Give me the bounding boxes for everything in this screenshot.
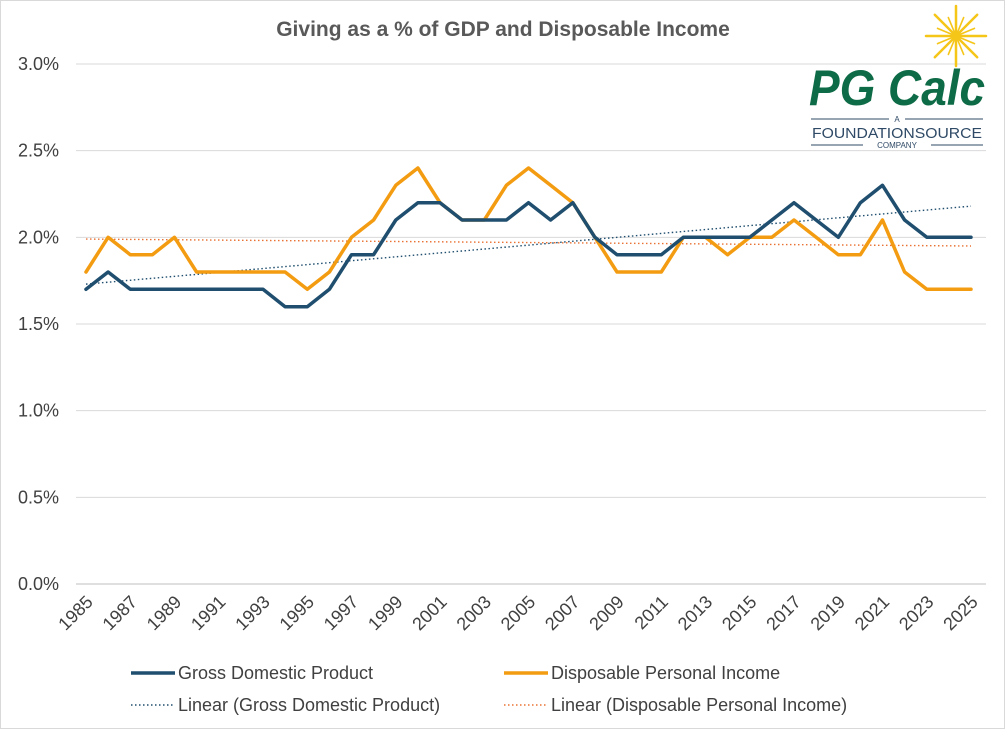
legend-label: Gross Domestic Product — [178, 663, 373, 683]
sun-ray — [957, 37, 979, 59]
series-line — [84, 183, 973, 309]
y-tick-label: 2.5% — [18, 141, 59, 161]
sun-ray — [958, 27, 976, 36]
x-tick-label: 2011 — [631, 592, 673, 634]
sun-ray — [936, 36, 954, 45]
y-tick-label: 1.0% — [18, 401, 59, 421]
x-tick-label: 2013 — [674, 592, 716, 634]
x-tick-label: 1997 — [320, 592, 362, 634]
legend-label: Linear (Disposable Personal Income) — [551, 695, 847, 715]
y-axis-ticks: 0.0% 0.5% 1.0% 1.5% 2.0% 2.5% 3.0% — [18, 54, 59, 594]
x-tick-label: 2017 — [762, 592, 804, 634]
y-tick-label: 0.0% — [18, 574, 59, 594]
y-tick-label: 3.0% — [18, 54, 59, 74]
x-tick-label: 2015 — [718, 592, 760, 634]
x-tick-label: 1993 — [231, 592, 273, 634]
legend: Gross Domestic Product Disposable Persona… — [131, 663, 847, 715]
x-tick-label: 2007 — [541, 592, 583, 634]
sun-core — [951, 31, 961, 41]
sun-icon — [924, 4, 988, 68]
x-tick-label: 1989 — [143, 592, 185, 634]
logo-wordmark: PG Calc — [809, 60, 985, 116]
sun-ray — [956, 38, 965, 56]
x-tick-label: 2001 — [408, 592, 450, 634]
sun-ray — [936, 27, 954, 36]
x-tick-label: 1987 — [99, 592, 141, 634]
logo-tagline-main: FOUNDATIONSOURCE — [812, 125, 982, 142]
logo-tagline-sub: COMPANY — [877, 141, 918, 150]
sun-ray — [957, 13, 979, 35]
sun-ray — [947, 38, 956, 56]
sun-ray — [933, 37, 955, 59]
chart-title: Giving as a % of GDP and Disposable Inco… — [276, 18, 730, 41]
y-tick-label: 0.5% — [18, 487, 59, 507]
x-tick-label: 2023 — [895, 592, 937, 634]
legend-label: Disposable Personal Income — [551, 663, 780, 683]
y-tick-label: 2.0% — [18, 227, 59, 247]
x-tick-label: 1991 — [187, 592, 229, 634]
x-tick-label: 2009 — [585, 592, 627, 634]
x-tick-label: 1985 — [54, 592, 96, 634]
x-tick-label: 2019 — [807, 592, 849, 634]
x-axis-ticks: 1985 1987 1989 1991 1993 1995 1997 1999 2001 2003… — [54, 592, 981, 634]
legend-label: Linear (Gross Domestic Product) — [178, 695, 440, 715]
x-tick-label: 2003 — [453, 592, 495, 634]
sun-ray — [933, 13, 955, 35]
gridlines — [76, 63, 986, 585]
sun-ray — [947, 16, 956, 34]
x-tick-label: 1999 — [364, 592, 406, 634]
x-tick-label: 2005 — [497, 592, 539, 634]
series-lines — [84, 166, 973, 309]
pg-calc-logo: PG Calc A FOUNDATIONSOURCE COMPANY — [809, 4, 988, 150]
sun-ray — [956, 16, 965, 34]
x-tick-label: 2025 — [939, 592, 981, 634]
x-tick-label: 2021 — [851, 592, 893, 634]
x-tick-label: 1995 — [276, 592, 318, 634]
logo-tagline-a: A — [894, 115, 900, 124]
y-tick-label: 1.5% — [18, 314, 59, 334]
sun-ray — [958, 36, 976, 45]
series-line — [84, 166, 973, 292]
